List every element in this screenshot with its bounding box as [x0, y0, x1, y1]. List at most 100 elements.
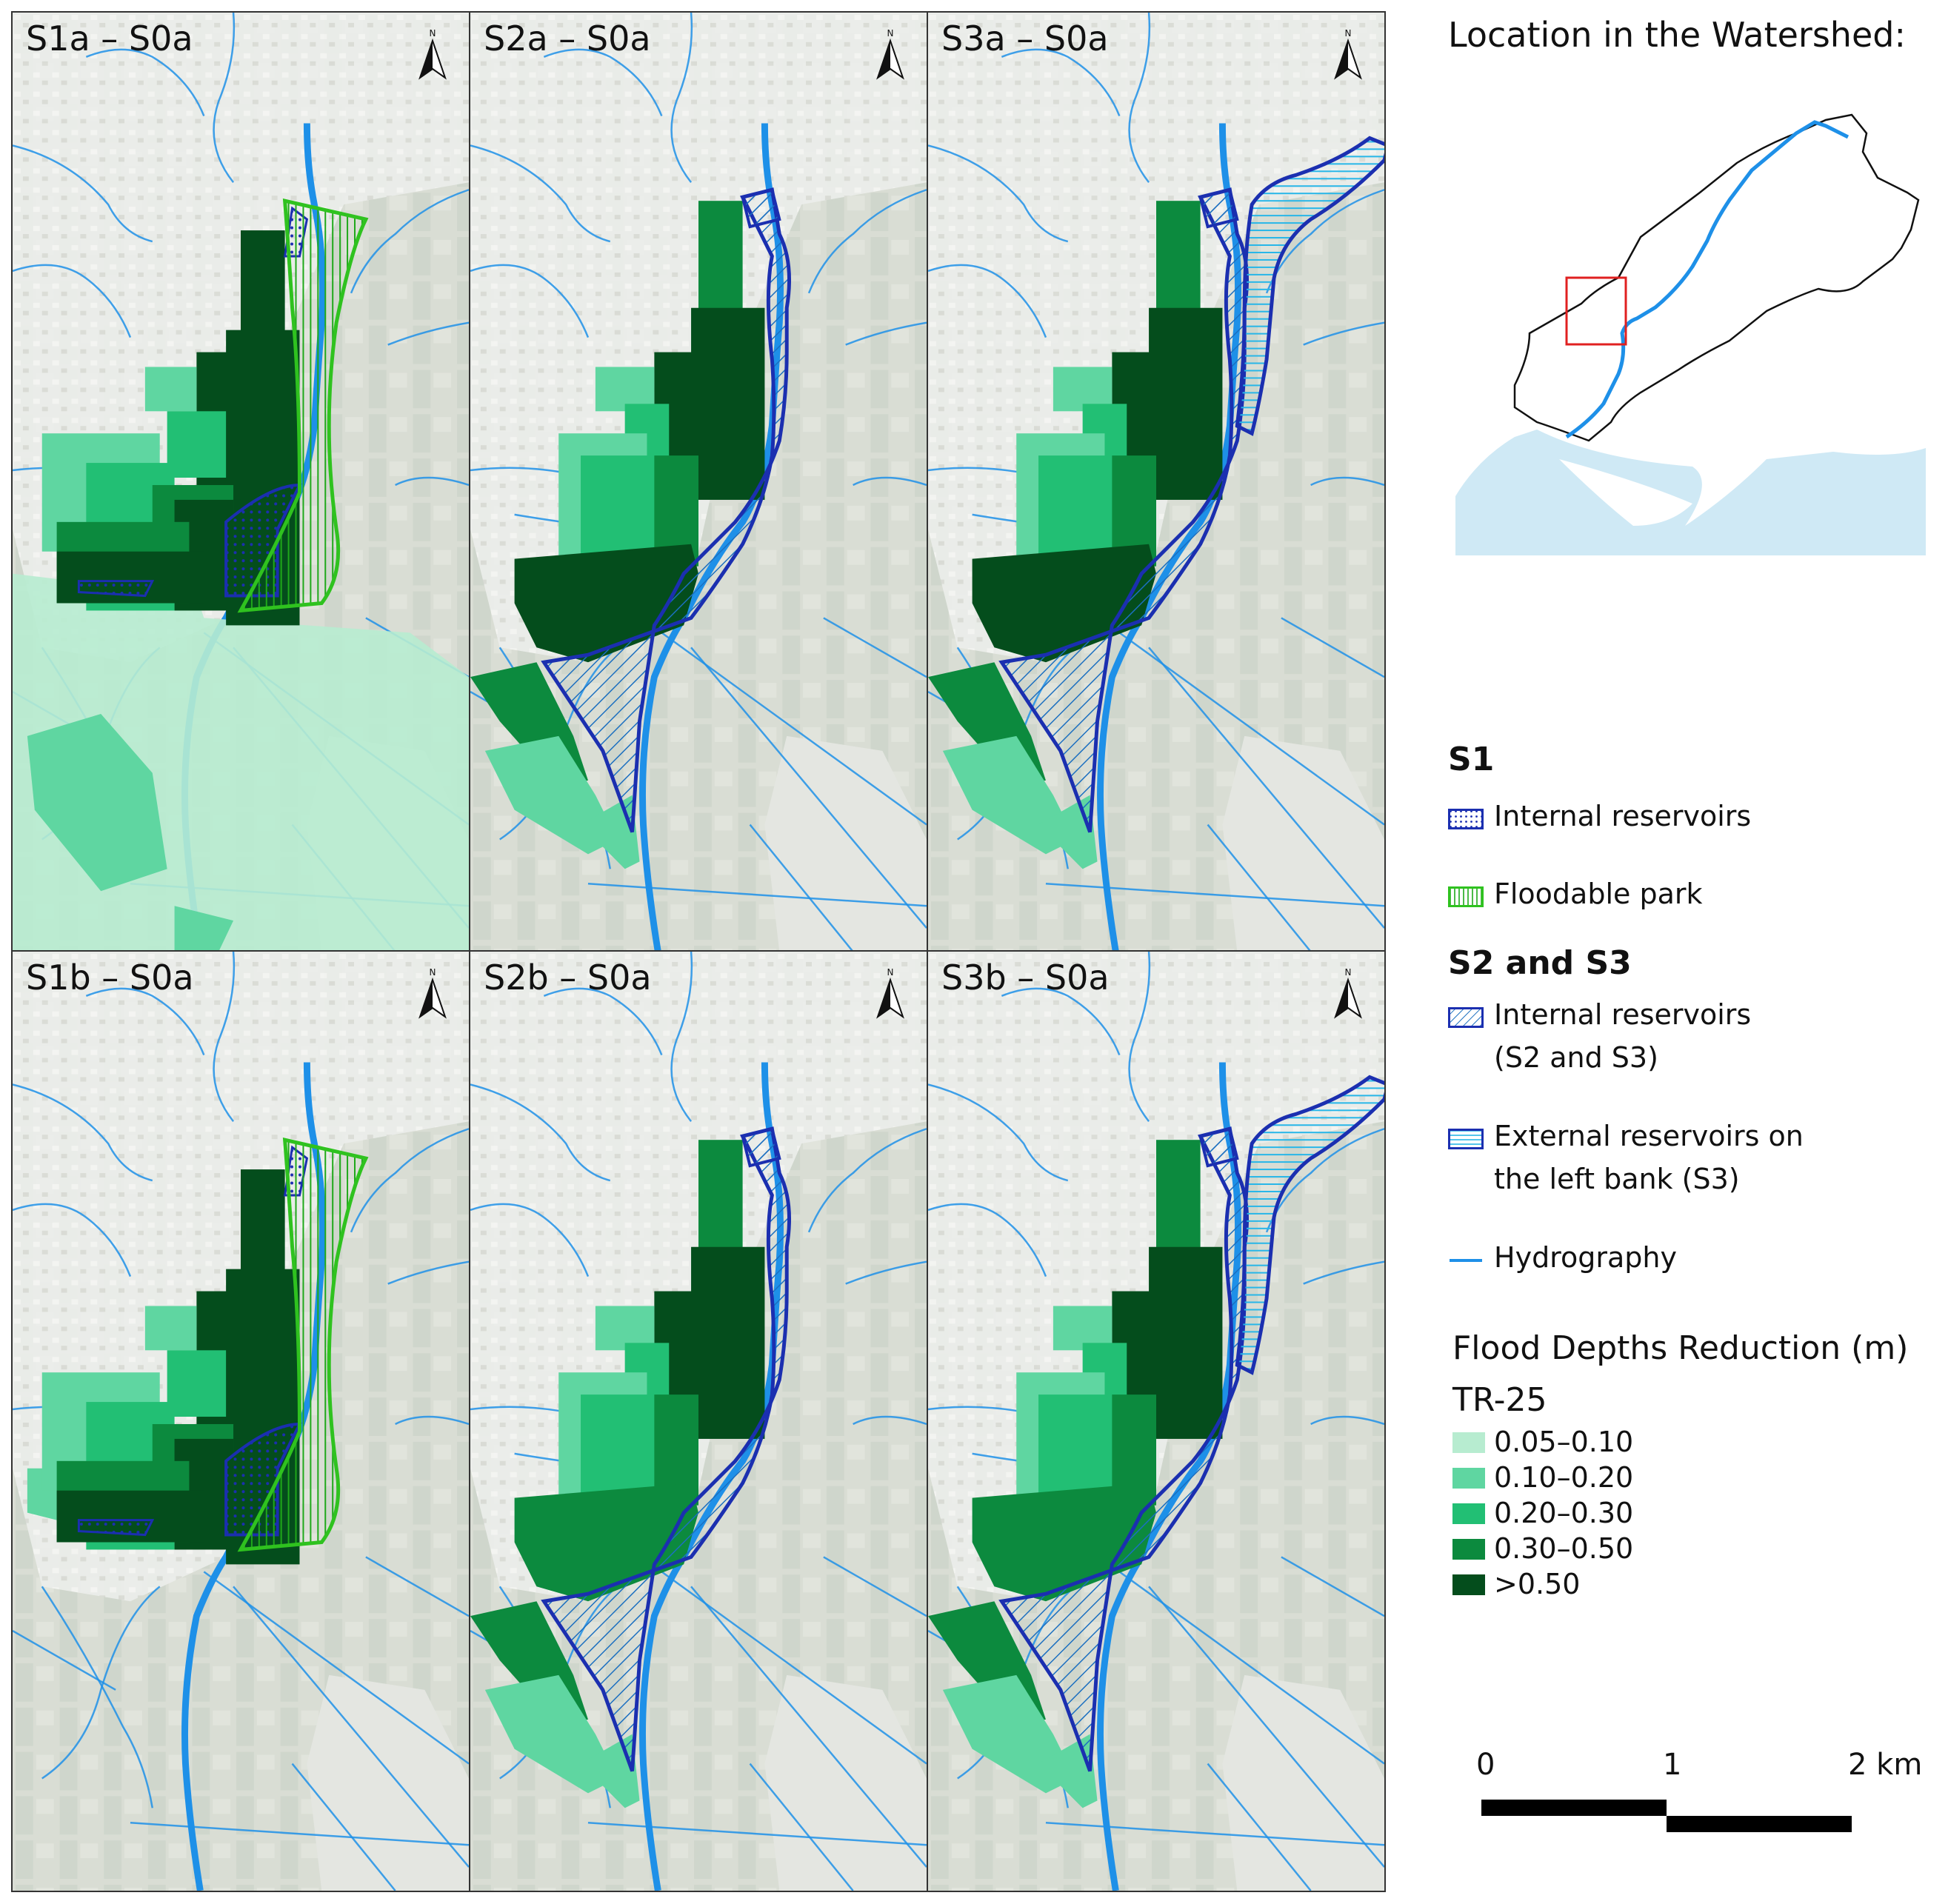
internal-reservoir-hatched-top — [1198, 1126, 1239, 1168]
flood-zone-dark — [1149, 1246, 1223, 1439]
hydrography-line — [1281, 1556, 1384, 1617]
north-arrow-icon: N — [876, 967, 904, 1019]
horizontal-lines-swatch — [1448, 1129, 1484, 1149]
flood-zone-dark — [1149, 307, 1223, 500]
hydrography-line — [845, 321, 927, 346]
flood-zone-medium-bottom — [174, 906, 234, 952]
map-canvas — [13, 952, 469, 1891]
flood-legend-title: Flood Depths Reduction (m) — [1452, 1329, 1909, 1367]
hydrography-line-swatch — [1450, 1259, 1482, 1262]
hydrography-line — [928, 264, 1047, 338]
scale-label-1: 1 — [1663, 1748, 1682, 1782]
diagonal-lines-swatch — [1448, 1007, 1484, 1028]
hydrography-line — [130, 1822, 469, 1846]
legend-label-line2: the left bank (S3) — [1494, 1163, 1740, 1195]
flood-zone-dark — [698, 1140, 743, 1258]
hydrography-line — [690, 647, 927, 929]
hydrography-line — [1148, 1586, 1384, 1868]
hydrography-line — [233, 1586, 469, 1868]
map-panel-s2b: S2b – S0a N — [469, 950, 928, 1892]
north-arrow-icon: N — [876, 28, 904, 80]
panel-title: S2a – S0a — [484, 19, 651, 59]
hydrography-line — [543, 48, 663, 117]
river-mouth — [1559, 459, 1692, 526]
legend: Location in the Watershed: S1 Internal r… — [1448, 0, 1944, 1904]
hydrography-line — [1128, 13, 1151, 184]
north-label: N — [430, 967, 436, 978]
map-panel-s3b: S3b – S0a N — [927, 950, 1386, 1892]
legend-s1-header: S1 — [1448, 741, 1495, 778]
north-arrow-icon: N — [1334, 28, 1362, 80]
hydrography-line — [807, 1128, 927, 1233]
scale-bar: 0 1 2 km — [1448, 1748, 1922, 1866]
hydrography-line — [1045, 883, 1384, 907]
panel-title: S2b – S0a — [484, 958, 652, 998]
hydrography-line — [13, 264, 132, 338]
hydrography-line — [853, 1415, 927, 1426]
class-label: 0.10–0.20 — [1494, 1461, 1634, 1494]
panel-title: S3a – S0a — [941, 19, 1109, 59]
internal-reservoir-hatched-top — [1198, 187, 1239, 229]
hydrography-line — [928, 144, 1069, 243]
hydrography-line — [670, 952, 693, 1123]
hydrography-line — [470, 144, 611, 243]
map-canvas — [928, 952, 1384, 1891]
hydrography-line — [749, 1763, 854, 1891]
hydrography-line — [823, 617, 927, 678]
map-canvas — [470, 952, 927, 1891]
hydrography-line — [395, 476, 469, 487]
location-title: Location in the Watershed: — [1448, 15, 1906, 55]
study-area-frame — [1565, 276, 1627, 346]
hydrography-line — [387, 321, 469, 346]
flood-zone-medium — [144, 367, 197, 412]
flood-legend-subtitle: TR-25 — [1452, 1381, 1547, 1419]
hydrography-line — [85, 48, 205, 117]
watershed-inset-map — [1448, 111, 1926, 555]
hydrography-line — [807, 189, 927, 294]
external-reservoir-left-bank — [1235, 136, 1384, 436]
hydrography-line — [1045, 1822, 1384, 1846]
map-panel-s3a: S3a – S0a N — [927, 11, 1386, 953]
north-arrow-icon: N — [418, 967, 447, 1019]
hydrography-line — [749, 824, 854, 952]
flood-zone-medium — [167, 1350, 227, 1417]
watershed-boundary — [1513, 113, 1920, 442]
map-panel-s1a: S1a – S0a N — [11, 11, 470, 953]
panel-title: S1b – S0a — [26, 958, 194, 998]
class-swatch — [1452, 1503, 1485, 1524]
map-canvas — [470, 13, 927, 952]
hydrography-line — [213, 13, 236, 184]
legend-label: Floodable park — [1494, 878, 1703, 910]
hydrography-line — [543, 987, 663, 1056]
legend-label: Internal reservoirs — [1494, 998, 1752, 1031]
flood-zone-dark — [691, 1246, 765, 1439]
internal-reservoir-hatched-top — [741, 187, 781, 229]
flood-zone-dark — [691, 307, 765, 500]
hydrography-line — [928, 1203, 1047, 1277]
hydrography-line — [41, 1586, 161, 1780]
main-river — [1565, 120, 1849, 439]
internal-reservoir-dotted-bottom — [77, 1519, 155, 1537]
internal-reservoir-dotted-bottom — [77, 580, 155, 598]
legend-label: Hydrography — [1494, 1241, 1677, 1274]
floodable-park — [237, 198, 369, 613]
flood-zone-dark — [698, 201, 743, 319]
internal-reservoir-hatched — [541, 1126, 791, 1772]
hydrography-line — [470, 1203, 590, 1277]
hydrography-line — [41, 1586, 153, 1808]
north-label: N — [887, 967, 894, 978]
flood-zone-medium-south — [27, 714, 167, 892]
internal-reservoir-hatched-top — [741, 1126, 781, 1168]
hydrography-line — [1281, 617, 1384, 678]
north-label: N — [887, 28, 894, 39]
class-label: 0.05–0.10 — [1494, 1426, 1634, 1458]
hydrography-line — [853, 476, 927, 487]
hydrography-line — [1303, 321, 1384, 346]
flood-zone-medium — [144, 1306, 197, 1351]
hydrography-line — [1001, 48, 1121, 117]
hydrography-line — [470, 1083, 611, 1182]
hydrography-line — [13, 1083, 153, 1182]
legend-label: Internal reservoirs — [1494, 800, 1752, 832]
hydrography-line — [291, 1763, 396, 1891]
hydrography-line — [365, 1556, 469, 1617]
